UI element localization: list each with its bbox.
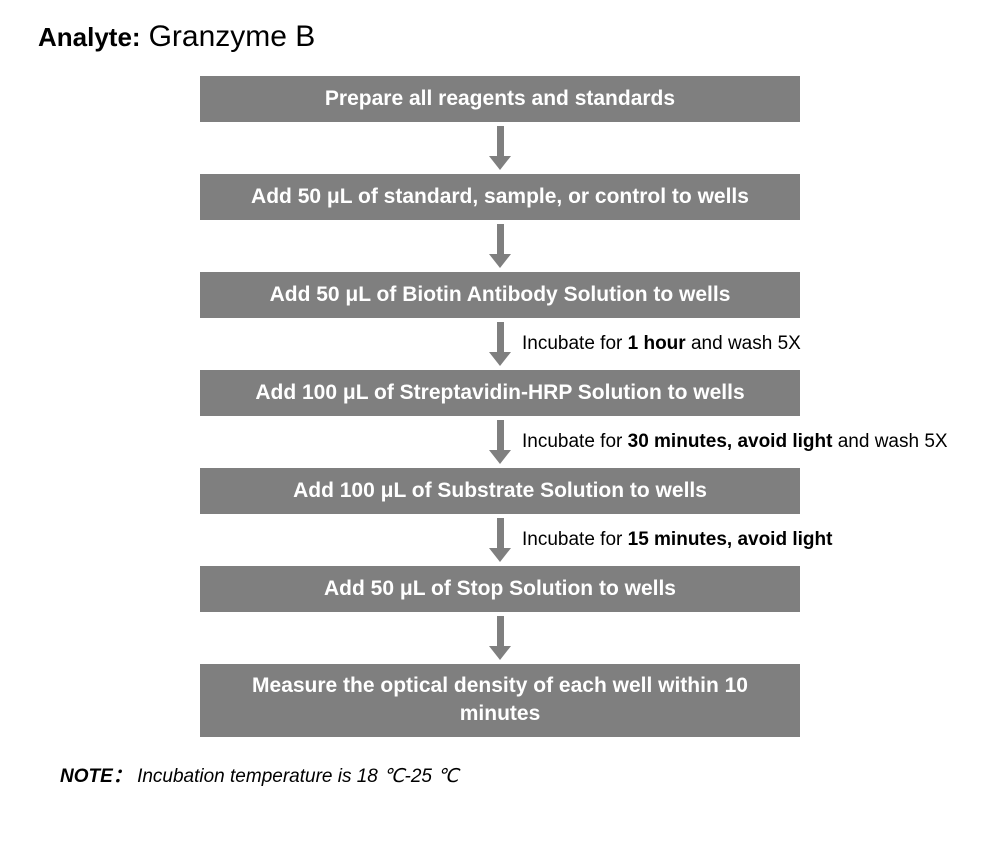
footer-label: NOTE： [60,766,132,787]
arrow-row [200,612,800,664]
arrow-note: Incubate for 30 minutes, avoid light and… [522,431,948,453]
down-arrow-icon [491,224,509,268]
header: Analyte: Granzyme B [38,20,970,54]
down-arrow-icon [491,322,509,366]
step-box: Add 50 μL of Biotin Antibody Solution to… [200,272,800,318]
arrow-row: Incubate for 15 minutes, avoid light [200,514,800,566]
analyte-label: Analyte: [38,22,141,53]
arrow-row: Incubate for 1 hour and wash 5X [200,318,800,370]
down-arrow-icon [491,126,509,170]
step-box: Add 50 μL of Stop Solution to wells [200,566,800,612]
footer-note: NOTE： Incubation temperature is 18 ℃-25 … [60,761,970,788]
step-box: Measure the optical density of each well… [200,664,800,737]
down-arrow-icon [491,518,509,562]
down-arrow-icon [491,616,509,660]
arrow-note: Incubate for 1 hour and wash 5X [522,333,801,355]
down-arrow-icon [491,420,509,464]
step-box: Prepare all reagents and standards [200,76,800,122]
arrow-note: Incubate for 15 minutes, avoid light [522,529,832,551]
footer-text: Incubation temperature is 18 ℃-25 ℃ [137,766,459,787]
step-box: Add 100 μL of Substrate Solution to well… [200,468,800,514]
step-box: Add 100 μL of Streptavidin-HRP Solution … [200,370,800,416]
arrow-row [200,220,800,272]
arrow-row: Incubate for 30 minutes, avoid light and… [200,416,800,468]
analyte-value: Granzyme B [149,20,316,54]
step-box: Add 50 μL of standard, sample, or contro… [200,174,800,220]
flowchart: Prepare all reagents and standards Add 50… [30,76,970,737]
arrow-row [200,122,800,174]
